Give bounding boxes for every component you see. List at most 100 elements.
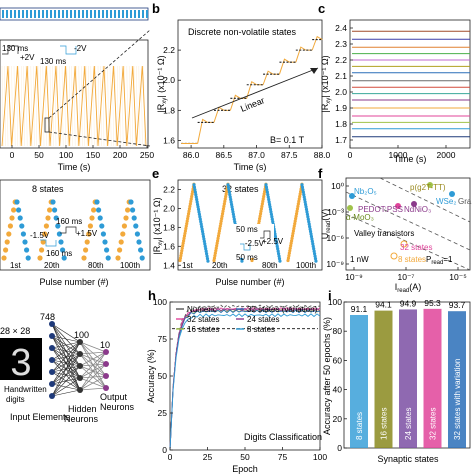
dot-up xyxy=(212,256,217,260)
pulse-mark xyxy=(30,10,32,18)
pulse-mark xyxy=(130,10,132,18)
dot-down xyxy=(202,239,206,243)
dot-down xyxy=(200,229,205,234)
pulse-mark xyxy=(74,10,76,18)
dot-up xyxy=(222,202,226,206)
trace-fill xyxy=(117,65,119,147)
bar xyxy=(423,308,442,448)
panel-f: f Nb₂O₅ p(g2T-TT) WSe₂ Gra PEDOT:PSS NdN… xyxy=(318,166,472,294)
y-tick-label: 2.1 xyxy=(335,71,347,81)
dot-up xyxy=(296,202,300,206)
dot-up xyxy=(222,204,226,208)
hidden-label-1: Hidden xyxy=(68,404,97,414)
x-tick-label: 50 xyxy=(240,452,250,462)
x-tick-label: 75 xyxy=(278,452,288,462)
trace-fill xyxy=(124,65,126,147)
trace-fill xyxy=(28,65,30,147)
dot-up xyxy=(118,239,124,245)
dot-down xyxy=(231,210,235,214)
dot-down xyxy=(276,249,280,253)
dot-down xyxy=(94,199,100,205)
panel-f-frame xyxy=(345,177,471,271)
edge xyxy=(79,387,107,391)
edge xyxy=(51,341,81,385)
dot-down xyxy=(306,215,310,219)
dot-down xyxy=(308,227,312,231)
trace-fill xyxy=(61,65,64,147)
panel-c: c 0 1000 2000 1.7 1.8 1.9 2.0 2.1 2.2 2.3 2.4 Time… xyxy=(318,1,471,164)
pulse-mark xyxy=(118,10,120,18)
dot-down xyxy=(193,188,197,192)
dot-up xyxy=(291,229,295,233)
trace-fill xyxy=(59,65,61,147)
dot-down xyxy=(305,212,309,216)
dot-down xyxy=(102,239,108,245)
pulse-mark xyxy=(94,10,96,18)
input-neuron xyxy=(49,381,55,387)
dot-up xyxy=(223,199,227,204)
pulse-mark xyxy=(78,10,80,18)
dot-up xyxy=(294,217,298,221)
dot-up xyxy=(191,189,195,194)
trace-fill xyxy=(16,65,18,147)
dot-down xyxy=(133,223,139,229)
dot-up xyxy=(37,255,43,261)
dot-up xyxy=(216,239,220,243)
pulse-mark xyxy=(66,10,68,18)
dot-down xyxy=(269,210,273,214)
dot-down xyxy=(203,244,207,248)
cycle-label-2: 20th xyxy=(44,261,60,270)
dot-down xyxy=(197,212,201,216)
pulse-time-1: 50 ms xyxy=(236,225,258,234)
dot-down xyxy=(14,199,20,205)
dot-down xyxy=(300,185,305,189)
cycle-label-3: 80th xyxy=(88,261,104,270)
hidden-count: 100 xyxy=(74,330,89,340)
caption: Digits Classification xyxy=(244,432,322,442)
y-tick-label: 80 xyxy=(333,326,343,336)
dot-down xyxy=(202,237,206,241)
pulse-mark xyxy=(102,10,104,18)
dot-down xyxy=(230,202,234,207)
dot-down xyxy=(55,223,61,229)
bar-category-label: 32 states xyxy=(429,408,438,440)
dot-down xyxy=(268,202,272,207)
label-gra: Gra xyxy=(458,197,472,206)
dot-up xyxy=(292,224,296,228)
trace-fill xyxy=(95,65,97,147)
pulse-mark xyxy=(62,10,64,18)
dot-up xyxy=(11,207,17,213)
dot-up xyxy=(125,207,131,213)
curve xyxy=(169,309,321,451)
trace-fill xyxy=(121,65,124,147)
panel-label-f: f xyxy=(318,166,323,181)
pulse-voltage-2: -1.5V xyxy=(30,231,50,240)
dot-up xyxy=(262,192,266,196)
input-neuron xyxy=(49,369,55,375)
label-moo3: α-MoO₃ xyxy=(346,213,374,222)
dot-down xyxy=(270,217,274,221)
dot-down xyxy=(300,183,304,187)
edge xyxy=(51,341,81,361)
trace-fill xyxy=(76,65,78,147)
point-pedot xyxy=(411,201,417,207)
input-neuron xyxy=(49,393,55,399)
trace-fill xyxy=(57,65,59,147)
trace-fill xyxy=(136,65,138,147)
pulse-mark xyxy=(106,10,108,18)
dot-up xyxy=(1,255,7,261)
dot-up xyxy=(224,192,228,196)
dot-down xyxy=(61,255,67,261)
dot-down xyxy=(60,247,66,253)
trace-fill xyxy=(71,65,73,147)
dot-up xyxy=(91,207,97,213)
dot-up xyxy=(43,223,50,229)
transition xyxy=(295,46,307,63)
edge xyxy=(79,341,107,353)
point-wse2 xyxy=(449,191,455,197)
power-line-1 xyxy=(345,191,471,251)
cycle-label-1: 1st xyxy=(182,261,193,270)
trace-fill xyxy=(9,65,11,147)
dot-down xyxy=(194,192,198,197)
dot-up xyxy=(259,207,264,211)
